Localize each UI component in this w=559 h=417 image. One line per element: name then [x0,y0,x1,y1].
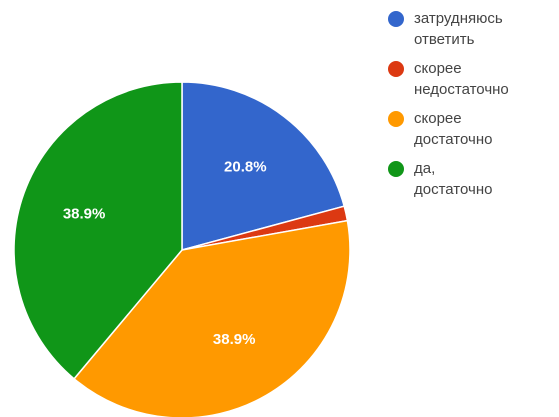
legend-label: да, достаточно [414,160,493,198]
pie-slice-0[interactable] [181,81,346,251]
pie-slice-2[interactable] [73,219,351,417]
legend-item-3[interactable]: да, достаточно [388,158,559,200]
legend-label: скорее недостаточно [414,60,509,98]
legend-swatch-icon [388,11,404,27]
legend-item-0[interactable]: затрудняюсь ответить [388,8,559,50]
pie-slice-3[interactable] [13,81,183,380]
legend-swatch-icon [388,111,404,127]
slice-label-3: 38.9% [63,205,106,222]
legend-item-2[interactable]: скорее достаточно [388,108,559,150]
slice-label-2: 38.9% [213,331,256,348]
legend-swatch-icon [388,161,404,177]
legend-label: затрудняюсь ответить [414,10,503,48]
slice-label-0: 20.8% [224,158,267,175]
legend-item-1[interactable]: скорее недостаточно [388,58,559,100]
legend-swatch-icon [388,61,404,77]
legend: затрудняюсь ответить скорее недостаточно с… [388,8,559,208]
legend-label: скорее достаточно [414,110,493,148]
